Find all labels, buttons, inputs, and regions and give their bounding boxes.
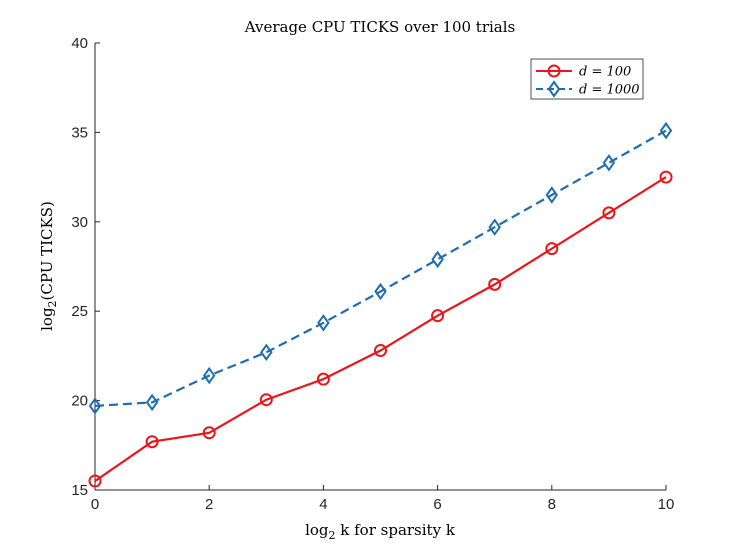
plot-axes xyxy=(94,43,666,491)
data-point xyxy=(317,314,330,332)
data-point xyxy=(545,242,559,256)
data-point xyxy=(659,121,673,140)
legend-box xyxy=(530,58,644,100)
y-axis-label: log2(CPU TICKS) xyxy=(38,201,59,331)
y-label-log: log xyxy=(38,307,56,331)
y-tick-label: 20 xyxy=(71,393,88,410)
data-point xyxy=(88,474,102,488)
data-point xyxy=(602,154,616,172)
data-point xyxy=(374,282,387,301)
data-point xyxy=(145,435,159,449)
y-ticks: 15 20 25 30 35 40 xyxy=(71,35,100,499)
x-tick-label: 8 xyxy=(548,496,556,513)
data-point xyxy=(602,206,616,220)
legend-label: d = 100 xyxy=(579,65,631,80)
series-1 xyxy=(88,170,673,488)
series-line xyxy=(94,129,667,408)
x-label-rest: k for sparsity k xyxy=(336,521,456,539)
y-tick-label: 30 xyxy=(71,214,88,231)
data-point xyxy=(374,344,387,358)
legend-marker xyxy=(547,80,561,98)
data-point xyxy=(316,372,330,386)
series-2 xyxy=(88,121,673,415)
x-tick-label: 4 xyxy=(319,496,327,513)
x-label-subscript: 2 xyxy=(329,529,336,542)
x-axis-label: log2 k for sparsity k xyxy=(305,521,456,542)
legend: d = 100 d = 1000 xyxy=(530,58,644,100)
x-label-log: log xyxy=(305,521,329,539)
x-tick-label: 6 xyxy=(433,496,441,513)
data-point xyxy=(488,218,501,236)
data-point xyxy=(659,170,673,184)
y-tick-label: 35 xyxy=(71,124,88,141)
x-tick-label: 2 xyxy=(205,496,213,513)
y-tick-label: 25 xyxy=(71,303,88,320)
data-point xyxy=(431,250,444,269)
x-ticks: 0 2 4 6 8 10 xyxy=(91,485,675,513)
data-point xyxy=(259,393,273,407)
series-line xyxy=(94,176,667,482)
legend-marker xyxy=(547,64,561,78)
x-tick-label: 0 xyxy=(91,496,99,513)
data-point xyxy=(488,277,502,291)
data-point xyxy=(545,186,559,204)
data-point xyxy=(431,309,445,323)
y-tick-label: 15 xyxy=(71,482,88,499)
data-point xyxy=(145,393,159,412)
x-tick-label: 10 xyxy=(658,496,675,513)
data-point xyxy=(202,426,216,440)
legend-label: d = 1000 xyxy=(579,83,640,98)
y-tick-label: 40 xyxy=(71,35,88,52)
data-point xyxy=(260,343,273,362)
chart-title: Average CPU TICKS over 100 trials xyxy=(244,18,515,36)
data-point xyxy=(88,397,102,415)
data-point xyxy=(202,366,216,385)
y-label-subscript: 2 xyxy=(46,300,59,307)
series-layer xyxy=(88,121,673,488)
y-label-rest: (CPU TICKS) xyxy=(38,201,56,300)
